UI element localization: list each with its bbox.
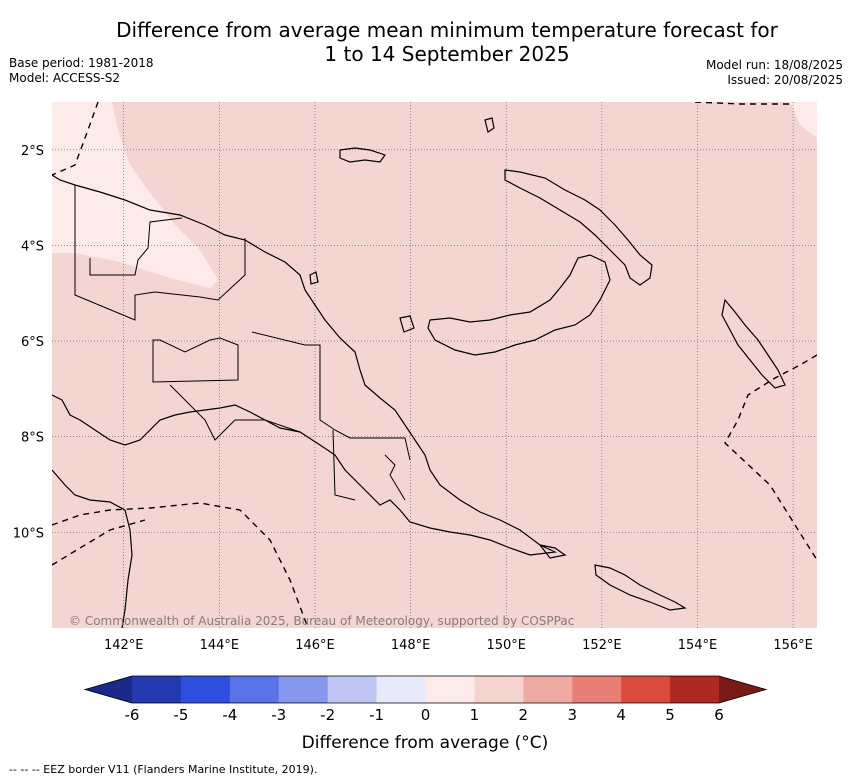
latitude-label: 10°S bbox=[13, 526, 44, 541]
copyright-notice: © Commonwealth of Australia 2025, Bureau… bbox=[69, 614, 574, 628]
longitude-label: 146°E bbox=[295, 638, 335, 653]
coastline-bougainville bbox=[721, 298, 786, 389]
colorbar-segment bbox=[523, 676, 573, 703]
graticule bbox=[52, 102, 817, 628]
colorbar bbox=[83, 675, 768, 704]
colorbar-tick: -1 bbox=[369, 706, 384, 724]
base-period: Base period: 1981-2018 bbox=[9, 56, 154, 70]
coastline-dentrecasteaux bbox=[538, 544, 567, 559]
island-small-2 bbox=[399, 315, 415, 333]
colorbar-tick: 4 bbox=[616, 706, 626, 724]
coastline-huon bbox=[427, 254, 611, 356]
longitude-label: 142°E bbox=[104, 638, 144, 653]
title-line-1: Difference from average mean minimum tem… bbox=[116, 18, 778, 42]
colorbar-segment bbox=[132, 676, 182, 703]
colorbar-extend-high bbox=[719, 676, 766, 703]
colorbar-tick: -2 bbox=[320, 706, 335, 724]
coastline-manus bbox=[339, 147, 386, 163]
latitude-label: 8°S bbox=[21, 431, 44, 446]
model-run: Model run: 18/08/2025 bbox=[705, 58, 843, 72]
latitude-label: 2°S bbox=[21, 144, 44, 159]
longitude-label: 144°E bbox=[200, 638, 240, 653]
island-small-3 bbox=[309, 271, 319, 285]
colorbar-label: Difference from average (°C) bbox=[301, 733, 549, 753]
longitude-labels: 142°E 144°E 146°E 148°E 150°E 152°E 154°E 156°E bbox=[104, 638, 813, 653]
colorbar-outline bbox=[83, 675, 768, 704]
issued-date: Issued: 20/08/2025 bbox=[727, 73, 843, 87]
coastline-australia bbox=[52, 469, 133, 628]
colorbar-tick: 0 bbox=[421, 706, 431, 724]
coastlines bbox=[52, 117, 786, 628]
meta-right: Model run: 18/08/2025 Issued: 20/08/2025 bbox=[706, 58, 843, 88]
admin-borders bbox=[74, 185, 411, 501]
longitude-label: 148°E bbox=[391, 638, 431, 653]
longitude-label: 152°E bbox=[582, 638, 622, 653]
colorbar-tick: 6 bbox=[714, 706, 724, 724]
colorbar-tick: 2 bbox=[519, 706, 529, 724]
colorbar-tick: -6 bbox=[125, 706, 140, 724]
island-small-1 bbox=[484, 117, 495, 133]
colorbar-segment bbox=[327, 676, 378, 703]
colorbar-tick: 1 bbox=[470, 706, 480, 724]
footer-note: -- -- -- EEZ border V11 (Flanders Marine… bbox=[9, 763, 318, 776]
colorbar-segment bbox=[278, 676, 329, 703]
colorbar-segment bbox=[670, 676, 720, 703]
latitude-labels: 2°S 4°S 6°S 8°S 10°S bbox=[13, 144, 44, 542]
coastline-new-guinea bbox=[52, 174, 558, 556]
colorbar-tick: -5 bbox=[173, 706, 188, 724]
longitude-label: 156°E bbox=[773, 638, 813, 653]
colorbar-segment bbox=[180, 676, 231, 703]
coastline-louisiade bbox=[594, 564, 687, 611]
map-background bbox=[52, 102, 817, 628]
colorbar-segment bbox=[425, 676, 475, 703]
anomaly-region-low bbox=[52, 102, 218, 288]
colorbar-segment bbox=[621, 676, 671, 703]
latitude-label: 6°S bbox=[21, 335, 44, 350]
anomaly-region-low-ne bbox=[790, 102, 817, 138]
eez-borders bbox=[52, 102, 817, 628]
colorbar-tick-labels: -6 -5 -4 -3 -2 -1 0 1 2 3 4 5 6 bbox=[125, 706, 724, 724]
colorbar-tick: 5 bbox=[665, 706, 675, 724]
colorbar-segment bbox=[376, 676, 426, 703]
coastline-new-britain bbox=[504, 169, 653, 286]
colorbar-segment bbox=[474, 676, 524, 703]
colorbar-tick: -3 bbox=[271, 706, 286, 724]
colorbar-tick: 3 bbox=[567, 706, 577, 724]
colorbar-extend-low bbox=[85, 676, 132, 703]
meta-left: Base period: 1981-2018 Model: ACCESS-S2 bbox=[9, 56, 154, 86]
model-name: Model: ACCESS-S2 bbox=[9, 71, 121, 85]
longitude-label: 150°E bbox=[486, 638, 526, 653]
longitude-label: 154°E bbox=[678, 638, 718, 653]
latitude-label: 4°S bbox=[21, 239, 44, 254]
map-title: Difference from average mean minimum tem… bbox=[0, 18, 850, 66]
colorbar-tick: -4 bbox=[222, 706, 237, 724]
title-line-2: 1 to 14 September 2025 bbox=[324, 42, 570, 66]
colorbar-segment bbox=[229, 676, 280, 703]
colorbar-segment bbox=[572, 676, 622, 703]
